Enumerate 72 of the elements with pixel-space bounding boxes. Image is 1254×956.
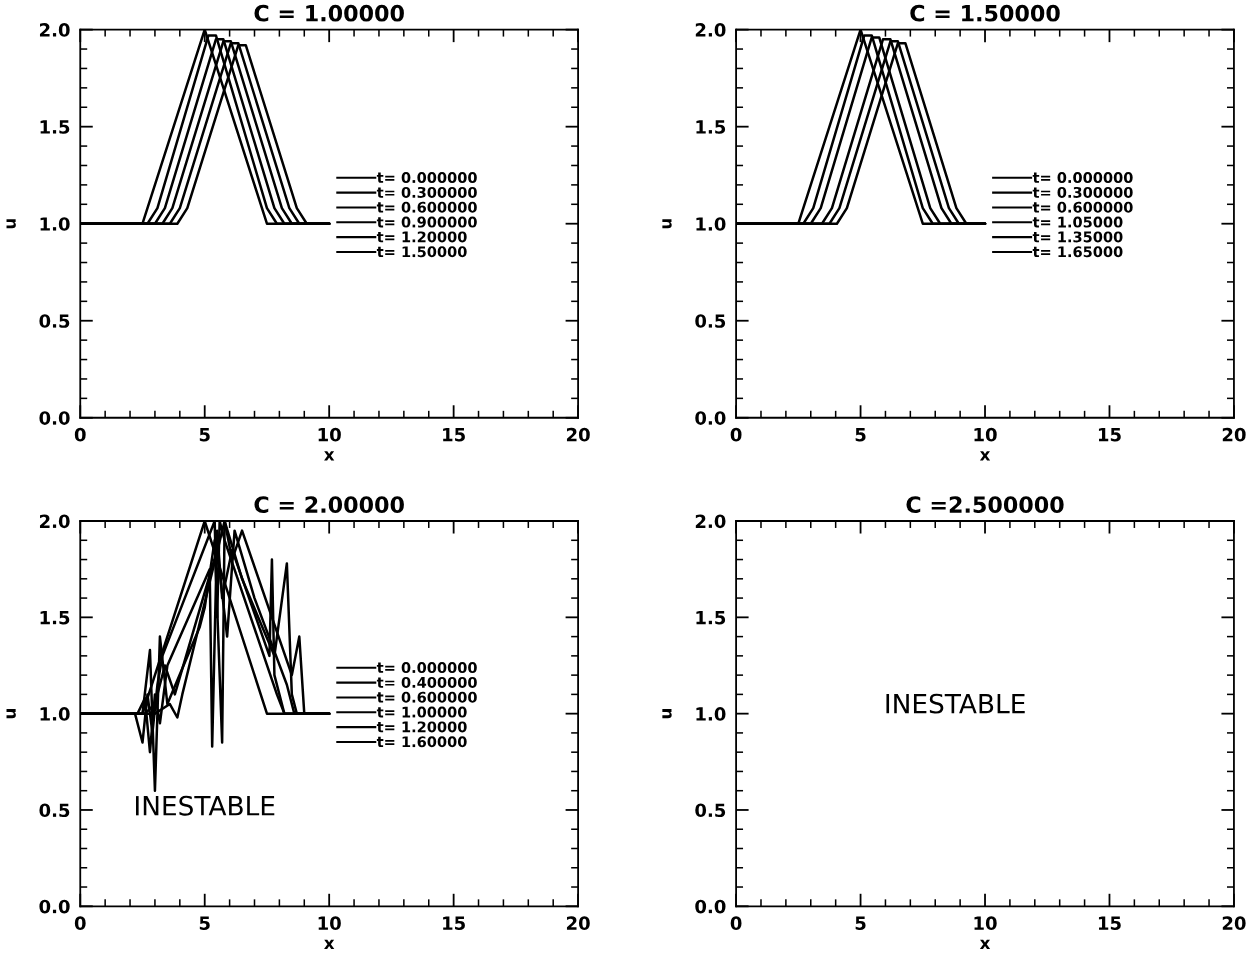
legend-label: t= 0.300000 [1032, 186, 1133, 198]
y-axis-title: u [662, 709, 672, 719]
legend-label: t= 0.400000 [376, 676, 477, 688]
y-tick-label: 0.5 [39, 314, 70, 328]
legend-label: t= 0.600000 [376, 691, 477, 703]
x-tick-label: 5 [199, 916, 210, 930]
y-axis-title: u [6, 709, 16, 719]
y-tick-label: 1.0 [40, 707, 70, 721]
x-tick-label: 20 [1222, 916, 1246, 930]
x-tick-label: 0 [74, 427, 86, 442]
chart-title: C = 1.50000 [910, 4, 1060, 22]
legend-label: t= 1.20000 [376, 231, 467, 243]
x-tick-label: 20 [1222, 427, 1246, 442]
legend-label: t= 1.00000 [376, 706, 467, 718]
y-tick-label: 0.0 [39, 899, 70, 914]
x-tick-label: 5 [855, 428, 866, 442]
y-tick-label: 0.0 [695, 899, 726, 914]
x-tick-label: 10 [318, 916, 341, 930]
y-tick-label: 1.5 [40, 120, 70, 134]
y-tick-label: 1.5 [696, 611, 726, 625]
legend-label: t= 1.60000 [376, 736, 467, 748]
legend-label: t= 1.50000 [376, 246, 467, 258]
chart-title: C =2.500000 [906, 496, 1064, 513]
legend-label: t= 1.35000 [1032, 231, 1123, 243]
x-tick-label: 15 [1098, 428, 1121, 442]
x-axis-title: x [979, 451, 991, 461]
legend-label: t= 0.000000 [1032, 172, 1133, 184]
y-axis-title: u [6, 219, 16, 229]
x-tick-label: 20 [566, 916, 590, 930]
y-tick-label: 0.5 [695, 803, 726, 818]
x-tick-label: 10 [974, 916, 997, 930]
x-axis-title: x [324, 451, 335, 461]
y-tick-label: 0.5 [695, 314, 726, 328]
x-tick-label: 5 [199, 428, 210, 442]
x-tick-label: 15 [443, 428, 465, 442]
x-tick-label: 15 [1098, 916, 1121, 930]
y-tick-label: 1.0 [696, 217, 726, 231]
y-tick-label: 2.0 [39, 23, 70, 37]
annotation: INESTABLE [886, 693, 1025, 714]
x-tick-label: 5 [855, 916, 866, 930]
x-tick-label: 10 [318, 427, 341, 442]
legend-label: t= 0.600000 [1032, 201, 1133, 213]
legend-label: t= 1.05000 [1032, 216, 1123, 228]
legend-label: t= 0.000000 [376, 662, 477, 674]
y-tick-label: 2.0 [695, 514, 726, 529]
x-tick-label: 0 [74, 916, 86, 930]
y-tick-label: 1.5 [40, 611, 70, 625]
x-axis-title: x [324, 939, 335, 949]
chart-title: C = 2.00000 [254, 496, 404, 513]
y-tick-label: 1.0 [40, 217, 70, 231]
legend-label: t= 0.900000 [376, 216, 477, 228]
annotation: INESTABLE [136, 795, 275, 816]
x-tick-label: 10 [974, 427, 997, 442]
y-tick-label: 1.5 [696, 120, 726, 134]
x-tick-label: 15 [443, 916, 465, 930]
y-tick-label: 0.0 [695, 411, 726, 425]
chart-title: C = 1.00000 [254, 4, 404, 22]
x-tick-label: 0 [730, 427, 742, 442]
y-axis-title: u [662, 219, 672, 229]
y-tick-label: 1.0 [696, 707, 726, 721]
legend-label: t= 1.65000 [1032, 246, 1123, 258]
y-tick-label: 0.0 [39, 411, 70, 425]
legend-label: t= 0.600000 [376, 201, 477, 213]
x-tick-label: 0 [730, 916, 742, 930]
x-axis-title: x [979, 939, 991, 949]
y-tick-label: 2.0 [695, 23, 726, 37]
legend-label: t= 1.20000 [376, 721, 467, 733]
x-tick-label: 20 [566, 427, 590, 442]
legend-label: t= 0.000000 [376, 172, 477, 184]
y-tick-label: 0.5 [39, 803, 70, 818]
y-tick-label: 2.0 [39, 514, 70, 529]
legend-label: t= 0.300000 [376, 186, 477, 198]
